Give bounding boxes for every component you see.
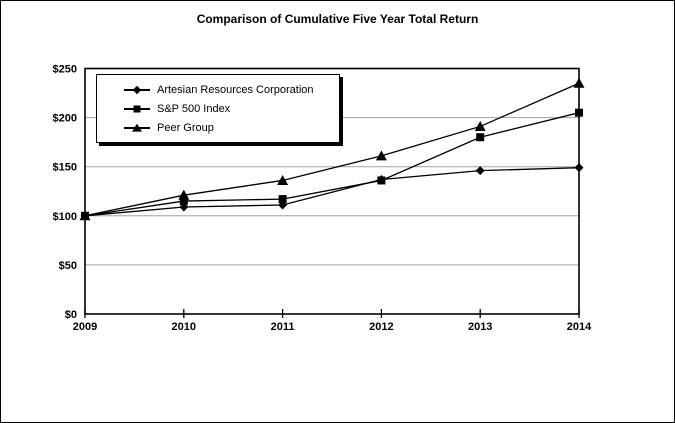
legend-item-artesian: Artesian Resources Corporation [124, 84, 333, 96]
chart-title: Comparison of Cumulative Five Year Total… [196, 12, 479, 26]
line-sample [124, 122, 150, 133]
y-tick-label: $0 [65, 309, 77, 321]
legend-item-peer-group: Peer Group [124, 122, 333, 134]
marker-square [377, 176, 386, 185]
legend-label: Peer Group [157, 121, 214, 134]
x-tick-label: 2010 [172, 321, 196, 333]
plot-border [84, 67, 580, 315]
line-sample [124, 84, 150, 95]
marker-diamond [475, 166, 485, 176]
triangle-marker-icon [132, 123, 142, 132]
marker-triangle [474, 120, 486, 131]
line-sample [124, 103, 150, 114]
legend-label: S&P 500 Index [157, 102, 231, 115]
marker-triangle [375, 150, 387, 161]
legend-label: Artesian Resources Corporation [157, 83, 314, 96]
y-tick-label: $100 [53, 211, 77, 223]
diamond-marker-icon [132, 85, 142, 94]
legend: Artesian Resources Corporation S&P 500 I… [96, 74, 340, 143]
x-tick-label: 2009 [73, 321, 97, 333]
series-line-artesian-resources-corporation [84, 167, 580, 217]
y-tick-label: $200 [53, 113, 77, 125]
x-tick-label: 2013 [468, 321, 492, 333]
legend-item-sp500: S&P 500 Index [124, 103, 333, 115]
x-tick-label: 2014 [567, 321, 592, 333]
marker-square [476, 133, 485, 142]
marker-square [179, 197, 188, 206]
series-line-peer-group [84, 82, 580, 217]
y-tick-label: $150 [53, 162, 77, 174]
marker-square [575, 108, 583, 117]
square-marker-icon [133, 105, 141, 112]
marker-triangle [178, 189, 190, 200]
x-tick-label: 2011 [271, 321, 295, 333]
marker-triangle [79, 210, 91, 221]
y-tick-label: $50 [59, 260, 77, 272]
x-tick-label: 2012 [369, 321, 393, 333]
marker-diamond [574, 163, 584, 173]
marker-square [278, 195, 287, 204]
marker-triangle [573, 77, 585, 88]
marker-triangle [277, 174, 289, 185]
series-line-s-p-500-index [84, 112, 580, 217]
y-tick-label: $250 [53, 64, 77, 76]
